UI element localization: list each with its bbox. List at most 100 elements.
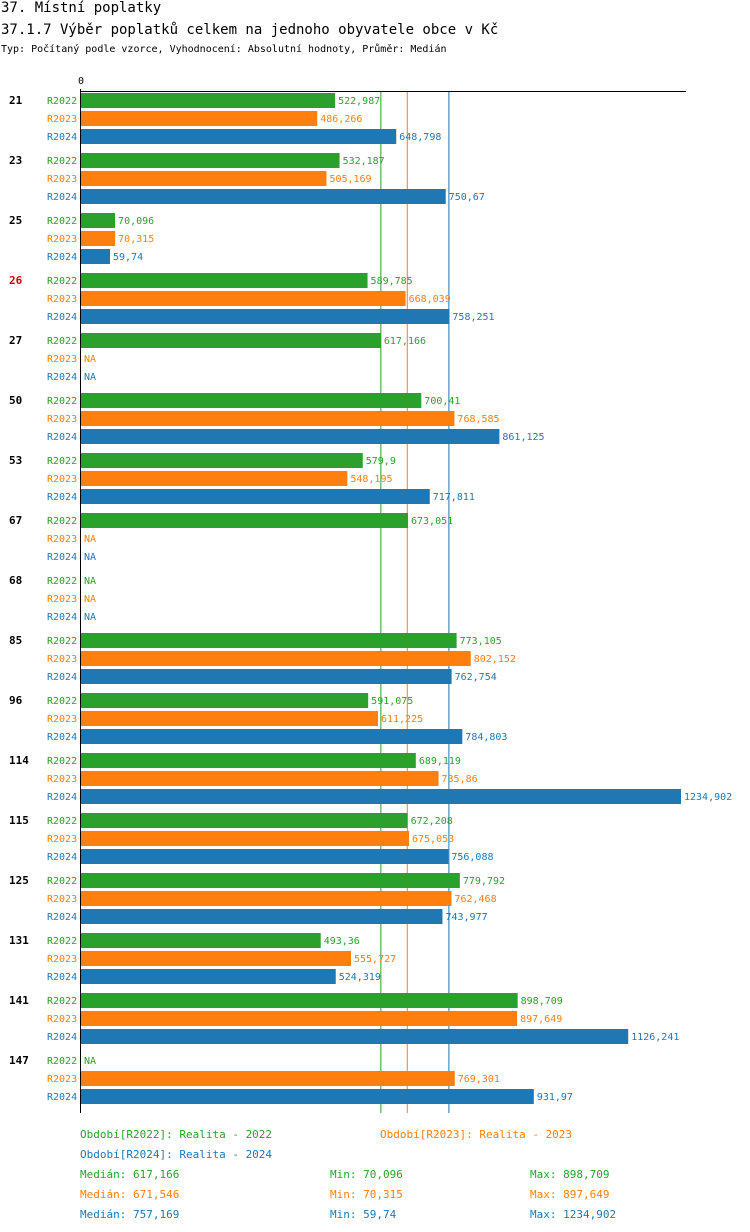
series-label-r2022: R2022 — [47, 1056, 77, 1067]
bar-50-r2022 — [81, 393, 422, 408]
bar-114-r2022 — [81, 753, 416, 768]
bar-53-r2023 — [81, 471, 348, 486]
value-label-50-r2022: 700,41 — [424, 396, 460, 407]
series-label-r2024: R2024 — [47, 252, 77, 263]
value-label-67-r2022: 673,051 — [411, 516, 453, 527]
bar-50-r2023 — [81, 411, 455, 426]
bar-23-r2024 — [81, 189, 446, 204]
bar-115-r2023 — [81, 831, 409, 846]
bar-131-r2023 — [81, 951, 352, 966]
stat-median-r2024: Medián: 757,169 — [80, 1208, 180, 1221]
series-label-r2024: R2024 — [47, 312, 77, 323]
bar-131-r2022 — [81, 933, 321, 948]
series-label-r2022: R2022 — [47, 936, 77, 947]
value-label-114-r2022: 689,119 — [419, 756, 461, 767]
series-label-r2023: R2023 — [47, 834, 77, 845]
series-label-r2023: R2023 — [47, 774, 77, 785]
value-label-125-r2024: 743,977 — [445, 912, 487, 923]
value-label-21-r2022: 522,987 — [338, 96, 380, 107]
value-label-96-r2022: 591,075 — [371, 696, 413, 707]
bar-96-r2023 — [81, 711, 378, 726]
value-label-141-r2023: 897,649 — [520, 1014, 562, 1025]
series-label-r2024: R2024 — [47, 732, 77, 743]
value-label-25-r2022: 70,096 — [118, 216, 154, 227]
value-label-115-r2024: 756,088 — [451, 852, 493, 863]
series-label-r2023: R2023 — [47, 714, 77, 725]
value-label-141-r2022: 898,709 — [521, 996, 563, 1007]
value-label-131-r2023: 555,727 — [354, 954, 396, 965]
series-label-r2022: R2022 — [47, 696, 77, 707]
bar-147-r2023 — [81, 1071, 455, 1086]
bar-25-r2024 — [81, 249, 111, 264]
bar-141-r2023 — [81, 1011, 518, 1026]
series-label-r2024: R2024 — [47, 672, 77, 683]
value-label-68-r2022: NA — [84, 576, 96, 587]
series-label-r2022: R2022 — [47, 996, 77, 1007]
group-label-25: 25 — [9, 214, 22, 227]
value-label-68-r2023: NA — [84, 594, 96, 605]
series-label-r2024: R2024 — [47, 1092, 77, 1103]
bar-23-r2022 — [81, 153, 340, 168]
series-label-r2023: R2023 — [47, 234, 77, 245]
bar-26-r2022 — [81, 273, 368, 288]
series-label-r2023: R2023 — [47, 354, 77, 365]
series-label-r2022: R2022 — [47, 876, 77, 887]
series-label-r2022: R2022 — [47, 156, 77, 167]
series-label-r2023: R2023 — [47, 534, 77, 545]
value-label-141-r2024: 1126,241 — [631, 1032, 679, 1043]
bar-21-r2022 — [81, 93, 336, 108]
series-label-r2023: R2023 — [47, 954, 77, 965]
value-label-115-r2022: 672,208 — [411, 816, 453, 827]
value-label-23-r2023: 505,169 — [329, 174, 371, 185]
value-label-67-r2024: NA — [84, 552, 96, 563]
bar-53-r2022 — [81, 453, 363, 468]
series-label-r2022: R2022 — [47, 576, 77, 587]
series-label-r2024: R2024 — [47, 612, 77, 623]
bar-27-r2022 — [81, 333, 381, 348]
bar-115-r2024 — [81, 849, 449, 864]
value-label-96-r2024: 784,803 — [465, 732, 507, 743]
series-label-r2023: R2023 — [47, 474, 77, 485]
series-label-r2023: R2023 — [47, 114, 77, 125]
bar-21-r2024 — [81, 129, 397, 144]
value-label-85-r2024: 762,754 — [455, 672, 497, 683]
chart-section-title: 37. Místní poplatky — [1, 0, 162, 16]
series-label-r2022: R2022 — [47, 516, 77, 527]
value-label-26-r2024: 758,251 — [452, 312, 494, 323]
group-label-115: 115 — [9, 814, 29, 827]
bar-67-r2022 — [81, 513, 409, 528]
stat-max-r2024: Max: 1234,902 — [530, 1208, 617, 1221]
group-label-27: 27 — [9, 334, 22, 347]
series-label-r2024: R2024 — [47, 792, 77, 803]
series-label-r2023: R2023 — [47, 1074, 77, 1085]
axis-zero-label: 0 — [78, 76, 84, 87]
stat-min-r2023: Min: 70,315 — [330, 1188, 403, 1201]
bar-114-r2024 — [81, 789, 681, 804]
bar-147-r2024 — [81, 1089, 534, 1104]
group-label-21: 21 — [9, 94, 23, 107]
value-label-27-r2022: 617,166 — [384, 336, 426, 347]
bar-115-r2022 — [81, 813, 408, 828]
chart-title: 37.1.7 Výběr poplatků celkem na jednoho … — [1, 22, 499, 38]
value-label-53-r2022: 579,9 — [366, 456, 396, 467]
bar-85-r2024 — [81, 669, 452, 684]
series-label-r2022: R2022 — [47, 336, 77, 347]
group-label-26: 26 — [9, 274, 23, 287]
value-label-26-r2022: 589,785 — [371, 276, 413, 287]
series-label-r2024: R2024 — [47, 1032, 77, 1043]
value-label-96-r2023: 611,225 — [381, 714, 423, 725]
series-label-r2024: R2024 — [47, 852, 77, 863]
bar-85-r2022 — [81, 633, 457, 648]
value-label-23-r2024: 750,67 — [449, 192, 485, 203]
bar-125-r2023 — [81, 891, 452, 906]
group-label-96: 96 — [9, 694, 23, 707]
series-label-r2022: R2022 — [47, 456, 77, 467]
stat-max-r2022: Max: 898,709 — [530, 1168, 610, 1181]
stat-min-r2022: Min: 70,096 — [330, 1168, 403, 1181]
bar-85-r2023 — [81, 651, 471, 666]
bar-50-r2024 — [81, 429, 500, 444]
value-label-67-r2023: NA — [84, 534, 96, 545]
bar-21-r2023 — [81, 111, 318, 126]
series-label-r2024: R2024 — [47, 192, 77, 203]
series-label-r2023: R2023 — [47, 654, 77, 665]
